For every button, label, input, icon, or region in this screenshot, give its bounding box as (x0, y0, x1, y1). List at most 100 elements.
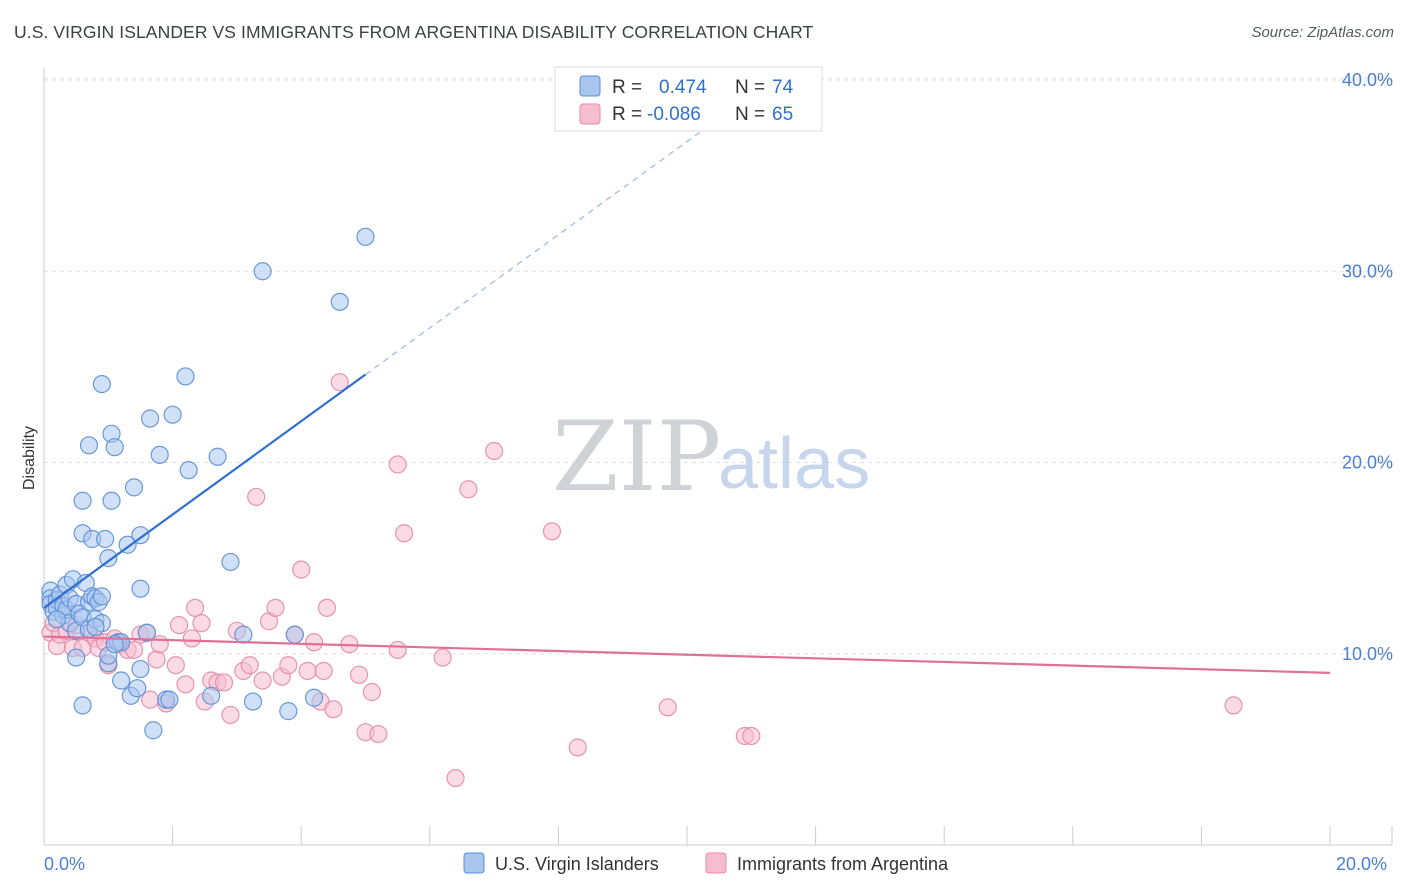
argentina-point-62 (568, 738, 587, 757)
argentina-point-20 (147, 650, 166, 669)
trend-line-argentina (43, 635, 1331, 674)
watermark-atlas: atlas (718, 424, 870, 504)
bottom-legend-blue-swatch (463, 852, 485, 874)
argentina-point-60 (485, 441, 504, 461)
argentina-point-57 (433, 648, 452, 667)
argentina-point-38 (253, 671, 272, 690)
argentina-point-37 (247, 487, 266, 507)
argentina-point-27 (186, 598, 205, 617)
argentina-point-25 (176, 675, 195, 694)
virgin-islanders-point-61 (221, 552, 240, 572)
virgin-islanders-point-39 (105, 438, 124, 457)
virgin-islanders-point-37 (102, 491, 121, 510)
argentina-point-48 (317, 598, 337, 617)
virgin-islanders-point-71 (86, 617, 105, 637)
virgin-islanders-point-73 (105, 635, 124, 654)
virgin-islanders-point-21 (73, 696, 92, 715)
virgin-islanders-point-31 (92, 374, 111, 394)
virgin-islanders-point-59 (202, 686, 221, 705)
watermark-zip: ZIP (552, 401, 721, 513)
virgin-islanders-point-70 (47, 610, 66, 629)
argentina-point-23 (166, 656, 185, 675)
legend-n-label-1: N = (735, 77, 765, 98)
argentina-point-45 (298, 661, 317, 681)
argentina-point-56 (394, 524, 414, 543)
argentina-point-33 (221, 705, 240, 725)
virgin-islanders-point-49 (131, 526, 150, 545)
virgin-islanders-point-33 (95, 529, 115, 549)
virgin-islanders-point-48 (131, 579, 150, 598)
virgin-islanders-point-65 (279, 702, 298, 721)
argentina-point-50 (330, 373, 349, 392)
trend-line-virgin-islanders (43, 373, 367, 609)
virgin-islanders-point-72 (92, 587, 111, 606)
y-tick-label-10: 10.0% (1342, 644, 1393, 664)
y-axis-label: Disability (21, 426, 38, 490)
bottom-legend-label-2: Immigrants from Argentina (737, 854, 949, 874)
argentina-point-61 (542, 522, 562, 541)
x-tick-label-max: 20.0% (1336, 854, 1387, 874)
x-tick-label-min: 0.0% (44, 854, 85, 874)
virgin-islanders-point-67 (304, 688, 324, 707)
argentina-point-49 (324, 700, 343, 719)
virgin-islanders-point-25 (79, 436, 99, 455)
argentina-point-54 (362, 682, 382, 702)
chart-title: U.S. VIRGIN ISLANDER VS IMMIGRANTS FROM … (14, 22, 814, 42)
argentina-point-47 (314, 661, 333, 681)
virgin-islanders-point-45 (124, 478, 144, 497)
argentina-point-36 (240, 656, 259, 675)
virgin-islanders-point-34 (99, 549, 118, 568)
y-tick-label-30: 30.0% (1342, 261, 1393, 281)
legend-blue-swatch (579, 75, 601, 97)
virgin-islanders-point-52 (144, 721, 163, 740)
argentina-point-32 (214, 673, 234, 692)
correlation-legend: R = 0.474 N = 74 R = -0.086 N = 65 (554, 66, 823, 132)
bottom-legend-pink-swatch (705, 852, 727, 874)
virgin-islanders-point-47 (131, 659, 150, 679)
bottom-legend-label-1: U.S. Virgin Islanders (495, 854, 659, 874)
gridlines (44, 77, 1392, 655)
argentina-point-24 (169, 615, 189, 635)
series-legend: U.S. Virgin Islanders Immigrants from Ar… (463, 852, 949, 874)
legend-n-value-2: 65 (772, 104, 793, 125)
virgin-islanders-point-16 (67, 648, 86, 667)
virgin-islanders-point-69 (356, 227, 375, 246)
y-tick-labels: 10.0% 20.0% 30.0% 40.0% (1342, 70, 1393, 664)
virgin-islanders-point-57 (176, 367, 195, 386)
source-label: Source: ZipAtlas.com (1251, 24, 1394, 41)
argentina-point-66 (1224, 696, 1243, 715)
argentina-point-65 (742, 726, 761, 746)
virgin-islanders-point-46 (128, 679, 147, 698)
argentina-point-44 (292, 560, 311, 579)
legend-r-label-1: R = (612, 77, 642, 98)
trend-line-virgin-islanders-extension (365, 117, 720, 376)
axes (43, 68, 1393, 846)
argentina-point-59 (459, 480, 478, 499)
legend-r-label-2: R = (612, 104, 642, 125)
virgin-islanders-point-64 (253, 262, 272, 281)
legend-r-value-1: 0.474 (659, 77, 707, 98)
virgin-islanders-point-50 (137, 623, 156, 642)
trend-lines (43, 117, 1331, 674)
argentina-point-42 (279, 656, 298, 675)
argentina-point-28 (192, 614, 211, 633)
argentina-point-63 (658, 698, 677, 717)
virgin-islanders-point-60 (208, 447, 227, 466)
virgin-islanders-point-41 (112, 671, 131, 690)
argentina-point-55 (388, 455, 407, 474)
legend-pink-swatch (579, 103, 601, 125)
y-tick-label-20: 20.0% (1342, 453, 1393, 473)
virgin-islanders-point-56 (163, 405, 182, 424)
virgin-islanders-point-68 (330, 292, 349, 311)
virgin-islanders-point-51 (140, 409, 160, 428)
virgin-islanders-point-55 (160, 690, 179, 709)
argentina-point-26 (182, 629, 201, 648)
virgin-islanders-point-58 (179, 461, 198, 480)
argentina-point-67 (369, 724, 388, 744)
virgin-islanders-point-62 (234, 625, 253, 644)
argentina-point-52 (349, 665, 369, 684)
virgin-islanders-point-66 (285, 625, 304, 644)
legend-n-value-1: 74 (772, 77, 794, 98)
legend-r-value-2: -0.086 (647, 104, 701, 125)
